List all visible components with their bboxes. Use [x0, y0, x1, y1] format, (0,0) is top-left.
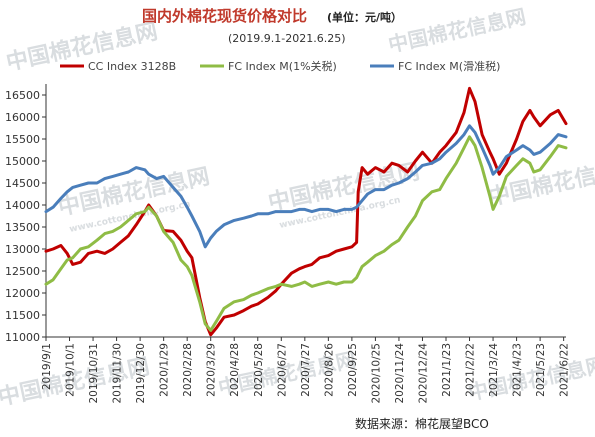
legend-label-1: CC Index 3128B [88, 60, 176, 73]
x-tick-label: 2019/9/1 [41, 343, 53, 390]
x-tick-label: 2021/5/23 [535, 343, 547, 397]
y-tick-label: 11000 [5, 331, 40, 344]
y-tick-label: 14000 [5, 199, 40, 212]
y-tick-label: 16000 [5, 111, 40, 124]
x-tick-label: 2020/4/28 [229, 343, 241, 397]
x-tick-label: 2021/4/23 [512, 343, 524, 397]
y-tick-label: 13500 [5, 221, 40, 234]
y-tick-label: 14500 [5, 177, 40, 190]
y-tick-label: 15500 [5, 133, 40, 146]
x-tick-label: 2019/10/31 [88, 343, 100, 404]
x-tick-label: 2021/3/24 [488, 343, 500, 397]
x-tick-label: 2021/6/22 [559, 343, 571, 397]
x-tick-label: 2020/10/25 [370, 343, 382, 404]
y-tick-label: 13000 [5, 243, 40, 256]
x-tick-label: 2021/1/23 [441, 343, 453, 397]
x-tick-label: 2020/9/25 [347, 343, 359, 397]
watermark-text: 中国棉花信息网 [466, 352, 595, 405]
source-label: 数据来源：棉花展望BCO [355, 416, 489, 431]
x-tick-label: 2020/5/28 [253, 343, 265, 397]
legend-label-2: FC Index M(1%关税) [228, 59, 337, 73]
unit-label: (单位：元/吨） [327, 10, 402, 24]
x-tick-label: 2021/2/22 [465, 343, 477, 397]
series-line-3 [44, 124, 568, 249]
x-tick-label: 2020/8/26 [323, 343, 335, 397]
x-tick-label: 2019/11/30 [112, 343, 124, 404]
x-tick-label: 2020/7/27 [300, 343, 312, 397]
x-tick-label: 2020/11/24 [394, 343, 406, 404]
series-line-2 [44, 135, 568, 332]
x-tick-label: 2019/10/1 [65, 343, 77, 397]
chart-subtitle: (2019.9.1-2021.6.25) [228, 32, 346, 45]
chart-title: 国内外棉花现货价格对比 [142, 7, 307, 25]
x-tick-label: 2020/12/24 [417, 343, 429, 404]
x-tick-label: 2020/1/29 [159, 343, 171, 397]
x-tick-label: 2020/3/29 [206, 343, 218, 397]
x-tick-label: 2020/2/28 [182, 343, 194, 397]
watermark-text: 中国棉花信息网 [386, 4, 528, 57]
series-line-1 [44, 86, 568, 337]
y-tick-label: 16500 [5, 89, 40, 102]
y-tick-label: 15000 [5, 155, 40, 168]
series-layer [44, 86, 568, 337]
legend: CC Index 3128B FC Index M(1%关税) FC Index M… [60, 59, 500, 73]
x-tick-label: 2019/12/30 [135, 343, 147, 404]
y-tick-label: 12000 [5, 287, 40, 300]
axes: 11000 11500 12000 12500 13000 13500 14000 14500… [5, 84, 571, 404]
legend-label-3: FC Index M(滑准税) [398, 59, 500, 73]
x-tick-label: 2020/6/27 [276, 343, 288, 397]
y-tick-label: 12500 [5, 265, 40, 278]
y-tick-label: 11500 [5, 309, 40, 322]
